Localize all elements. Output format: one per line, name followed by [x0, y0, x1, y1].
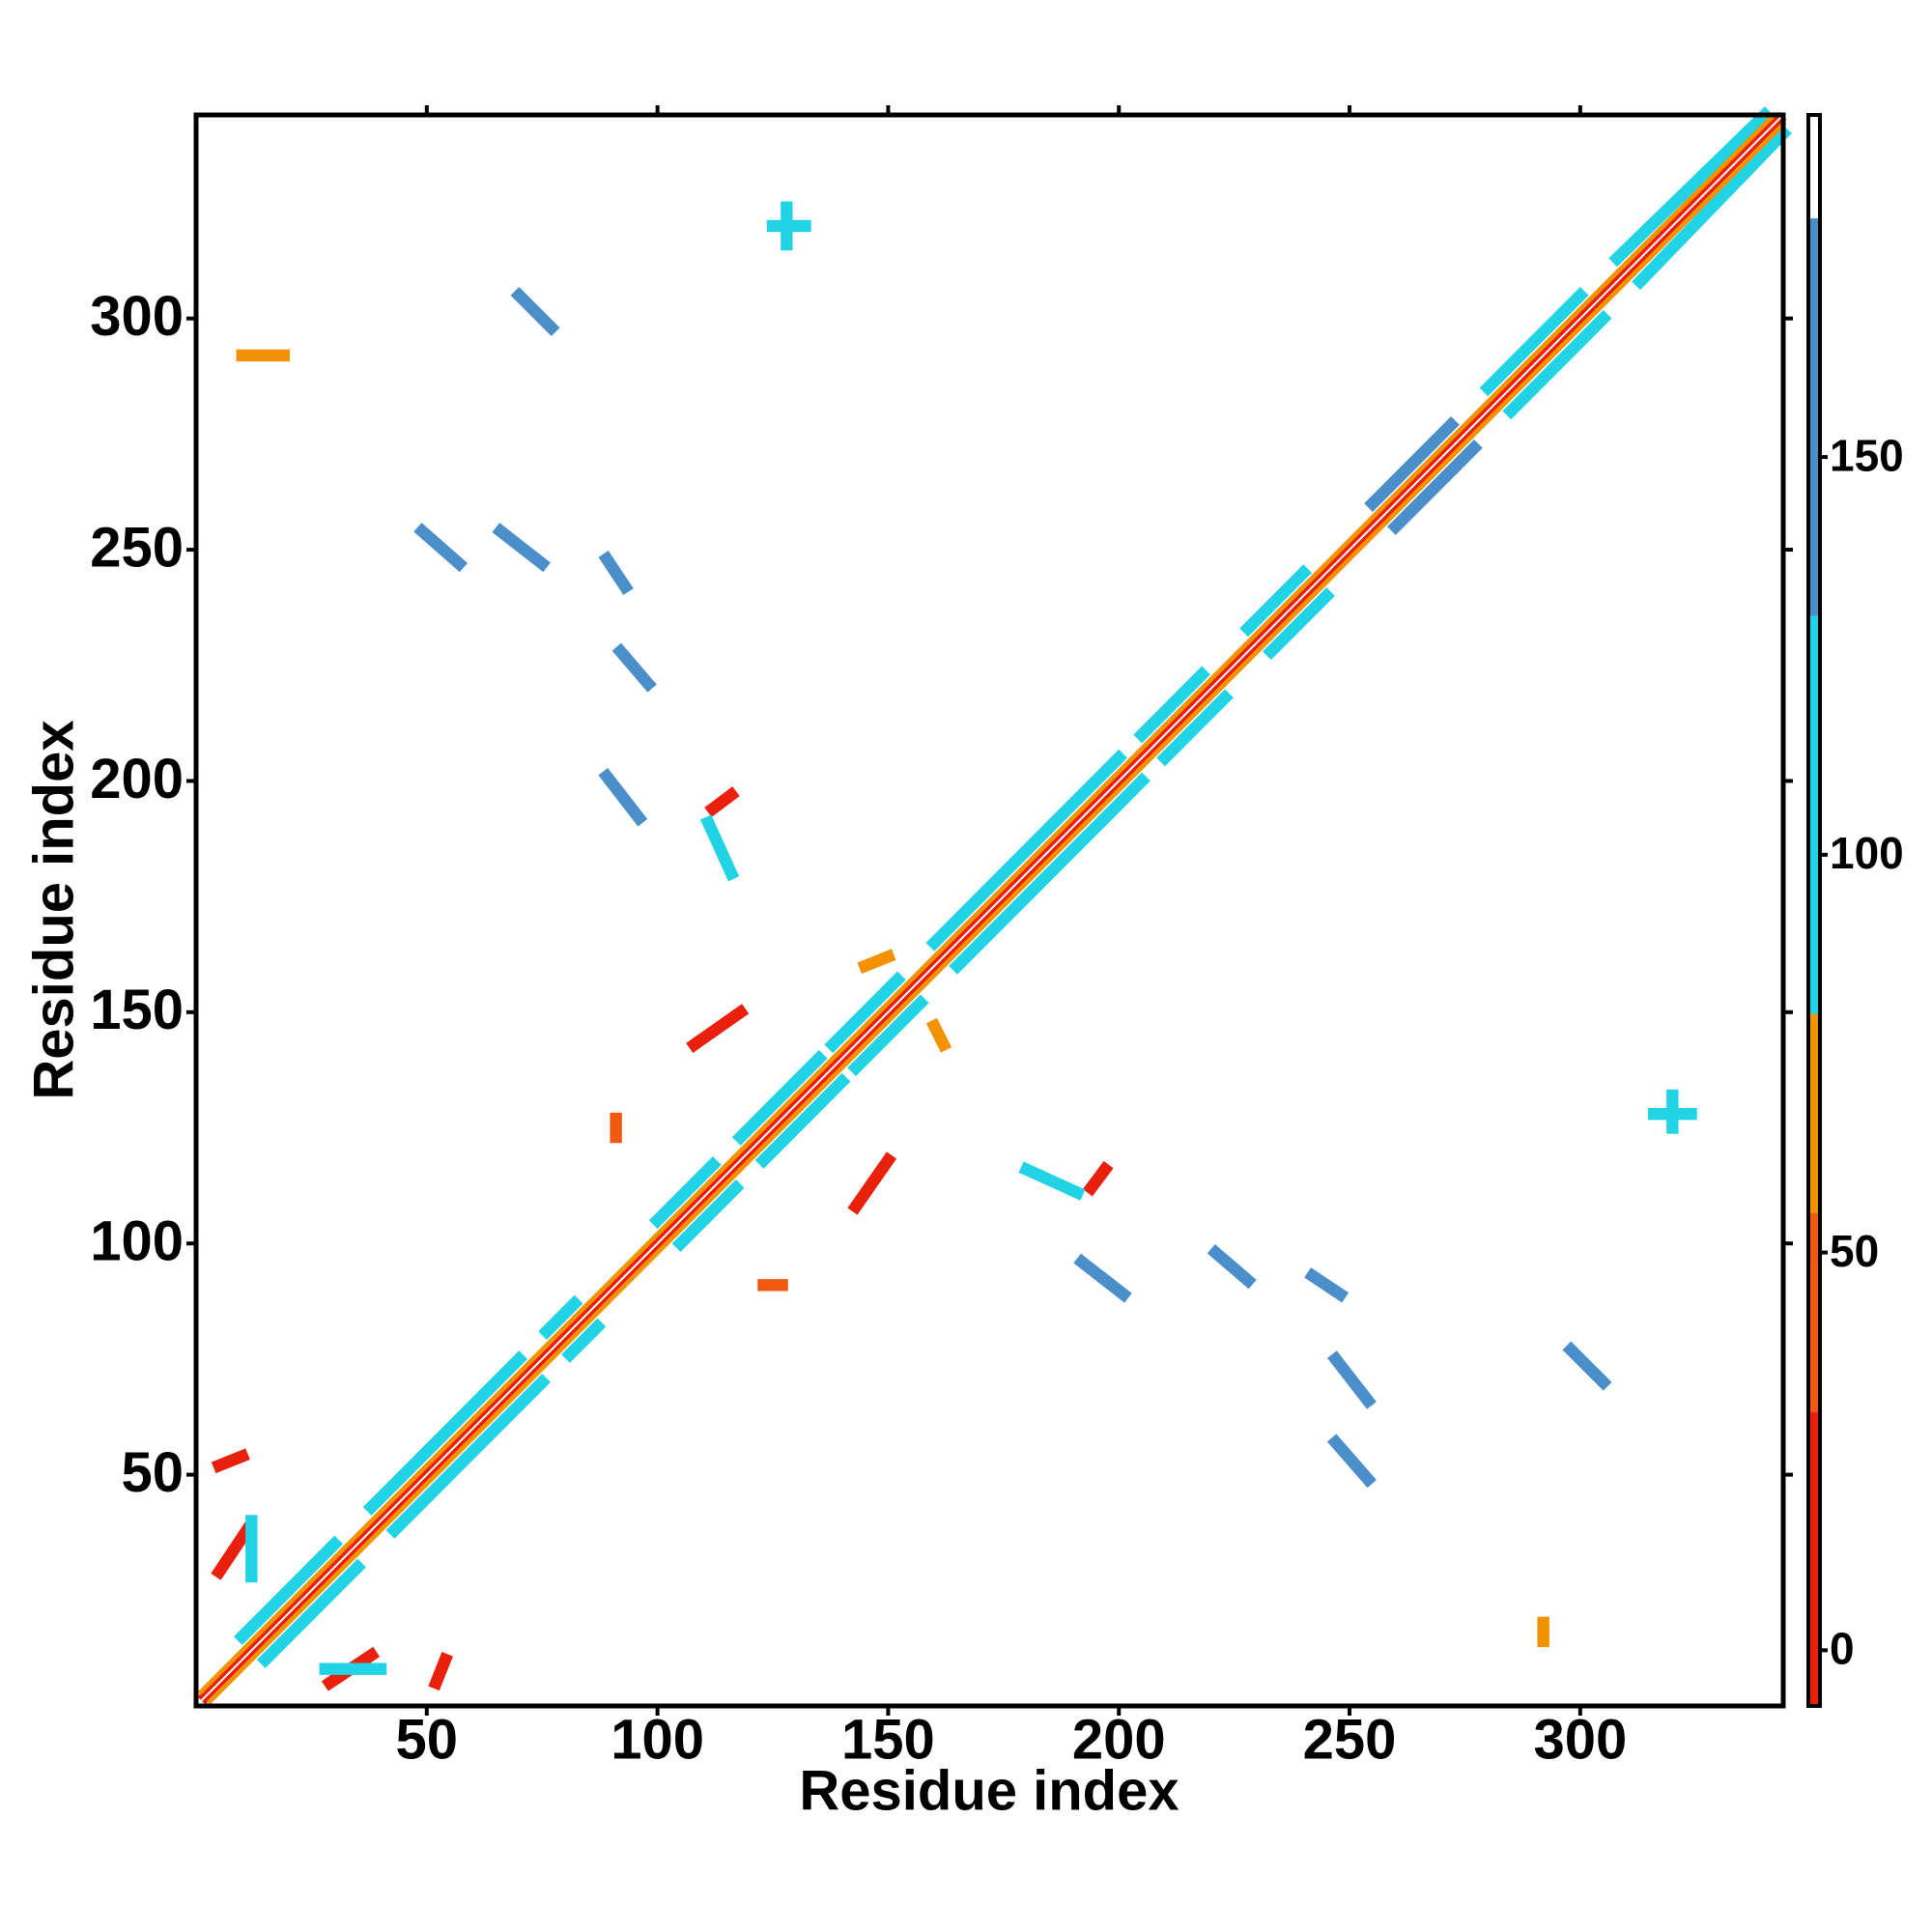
- colorbar-band: [1808, 115, 1820, 219]
- contact-segment: [1364, 416, 1460, 512]
- contact-segment: [202, 116, 1787, 1705]
- contact-segment: [1207, 1244, 1257, 1290]
- y-tick-label: 300: [90, 285, 184, 348]
- colorbar-tick-label: 50: [1830, 1226, 1879, 1276]
- contact-segment: [686, 1004, 750, 1053]
- contact-segment: [1479, 286, 1589, 397]
- colorbar-band: [1808, 1013, 1820, 1213]
- contact-segment: [561, 1318, 607, 1363]
- colorbar-tick-label: 0: [1830, 1624, 1855, 1674]
- x-tick-label: 150: [841, 1708, 935, 1771]
- y-tick-label: 250: [90, 516, 184, 579]
- contact-segment: [1082, 1160, 1114, 1197]
- contact-segment: [206, 121, 1787, 1705]
- contact-segment: [699, 814, 740, 882]
- contact-segment: [611, 642, 657, 693]
- colorbar-band: [1808, 218, 1820, 616]
- y-axis-label: Residue index: [22, 720, 85, 1099]
- contact-segment: [754, 1072, 851, 1169]
- x-tick-label: 100: [611, 1708, 704, 1771]
- contact-segment: [1562, 1341, 1612, 1391]
- contact-segment: [598, 767, 648, 827]
- contact-segment: [510, 286, 560, 337]
- contact-segment: [1239, 564, 1313, 638]
- contact-segment: [1502, 309, 1612, 420]
- colorbar-tick-label: 150: [1830, 430, 1904, 480]
- contact-segment: [1326, 1434, 1377, 1489]
- contact-segment: [648, 1156, 722, 1230]
- contact-segment: [1073, 1253, 1132, 1303]
- contact-segment: [847, 994, 929, 1077]
- y-tick-label: 150: [90, 979, 184, 1041]
- contact-segment: [211, 1521, 256, 1580]
- contact-segment: [949, 772, 1151, 975]
- contact-segment: [385, 1374, 551, 1539]
- contact-segment: [1133, 666, 1210, 744]
- plot-frame: [193, 112, 1786, 1709]
- contact-segment: [1018, 1161, 1086, 1201]
- colorbar-frame: [1806, 113, 1822, 1708]
- contact-segment: [362, 1350, 528, 1516]
- contact-segment: [1156, 689, 1234, 767]
- contact-segment: [671, 1179, 745, 1253]
- contact-segment: [413, 523, 469, 573]
- x-tick-label: 250: [1303, 1708, 1397, 1771]
- contact-segment: [211, 1448, 250, 1474]
- colorbar-band: [1808, 1212, 1820, 1412]
- colorbar-band: [1808, 1411, 1820, 1706]
- contact-segment: [1608, 106, 1774, 268]
- colorbar-tick-label: 100: [1830, 828, 1904, 878]
- contact-segment: [1327, 1350, 1377, 1409]
- y-tick-label: 100: [90, 1210, 184, 1273]
- contact-segment: [857, 949, 896, 975]
- contact-segment: [197, 111, 1777, 1696]
- y-tick-label: 200: [90, 748, 184, 810]
- contact-segment: [925, 1017, 952, 1053]
- contact-segment: [1387, 439, 1483, 535]
- contact-segment: [197, 111, 1782, 1700]
- plot-area: [197, 106, 1792, 1705]
- contact-segment: [925, 749, 1128, 952]
- contact-segment: [538, 1294, 583, 1340]
- contact-segment: [598, 551, 634, 595]
- x-tick-label: 300: [1533, 1708, 1627, 1771]
- colorbar-band: [1808, 615, 1820, 1014]
- contact-segment: [1263, 587, 1335, 661]
- y-tick-label: 50: [121, 1441, 184, 1504]
- contact-segment: [256, 1558, 366, 1668]
- contact-segment: [492, 523, 551, 573]
- contact-segment: [704, 786, 740, 817]
- x-axis-label: Residue index: [799, 1759, 1179, 1822]
- contact-segment: [428, 1652, 453, 1691]
- contact-segment: [1632, 125, 1792, 291]
- contact-segment: [824, 971, 906, 1054]
- x-tick-label: 200: [1072, 1708, 1166, 1771]
- contact-segment: [847, 1151, 897, 1215]
- x-tick-label: 50: [396, 1708, 459, 1771]
- contact-segment: [1304, 1267, 1350, 1303]
- contact-segment: [233, 1535, 344, 1645]
- contact-segment: [731, 1049, 828, 1146]
